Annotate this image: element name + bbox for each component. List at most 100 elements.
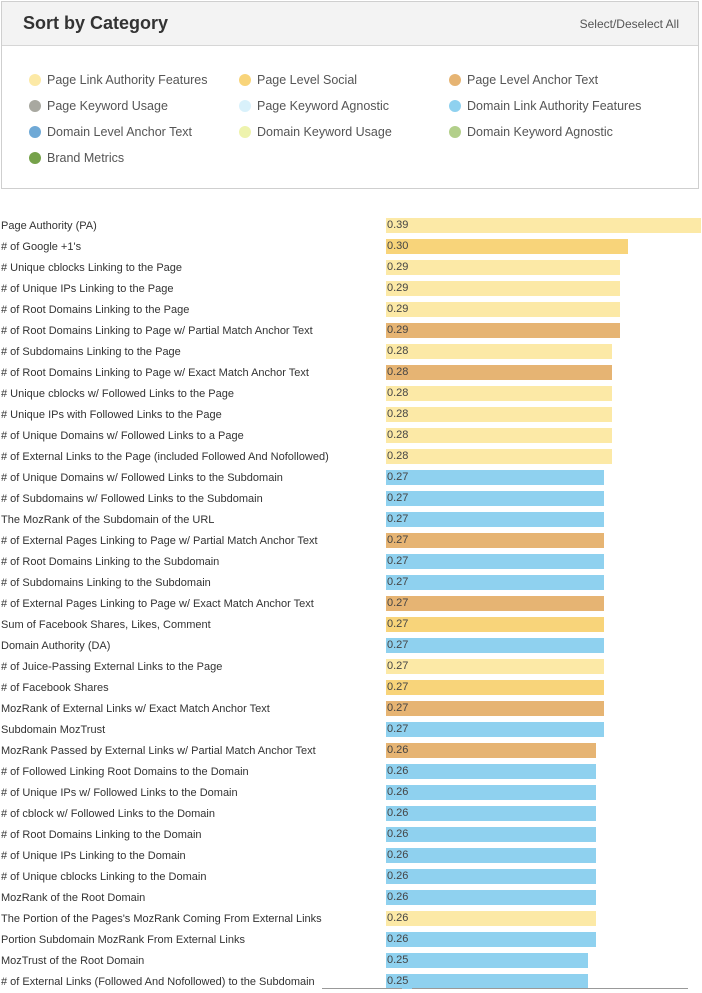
bar[interactable] bbox=[386, 953, 588, 968]
bar-value-label: 0.28 bbox=[387, 345, 409, 357]
bar[interactable] bbox=[386, 407, 612, 422]
row-label: # of Followed Linking Root Domains to th… bbox=[1, 766, 249, 778]
bar-value-label: 0.29 bbox=[387, 282, 409, 294]
bar[interactable] bbox=[386, 260, 620, 275]
dot-icon bbox=[449, 100, 461, 112]
bar-value-label: 0.26 bbox=[387, 891, 409, 903]
legend-item[interactable]: Page Keyword Agnostic bbox=[239, 97, 389, 115]
bar[interactable] bbox=[386, 701, 604, 716]
row-label: # of Root Domains Linking to Page w/ Par… bbox=[1, 325, 313, 337]
legend-label: Domain Keyword Usage bbox=[257, 125, 392, 139]
bar[interactable] bbox=[386, 890, 596, 905]
row-label: # of Subdomains w/ Followed Links to the… bbox=[1, 493, 263, 505]
bar[interactable] bbox=[386, 323, 620, 338]
bar-value-label: 0.27 bbox=[387, 639, 409, 651]
bar-value-label: 0.27 bbox=[387, 702, 409, 714]
panel-header: Sort by Category Select/Deselect All bbox=[2, 2, 698, 46]
bar[interactable] bbox=[386, 743, 596, 758]
bar[interactable] bbox=[386, 617, 604, 632]
bar-value-label: 0.25 bbox=[387, 954, 409, 966]
correlation-bar-chart: Page Authority (PA) 0.39 # of Google +1's 0… bbox=[0, 216, 702, 992]
row-label: # of External Links (Followed And Nofoll… bbox=[1, 976, 315, 988]
dot-icon bbox=[29, 100, 41, 112]
bar[interactable] bbox=[386, 911, 596, 926]
bar[interactable] bbox=[386, 302, 620, 317]
legend-item[interactable]: Page Link Authority Features bbox=[29, 71, 208, 89]
bar[interactable] bbox=[386, 638, 604, 653]
bar[interactable] bbox=[386, 932, 596, 947]
bar[interactable] bbox=[386, 428, 612, 443]
row-label: # of External Pages Linking to Page w/ E… bbox=[1, 598, 314, 610]
legend-label: Page Keyword Agnostic bbox=[257, 99, 390, 113]
bar-value-label: 0.28 bbox=[387, 429, 409, 441]
row-label: Sum of Facebook Shares, Likes, Comment bbox=[1, 619, 211, 631]
row-label: # of Root Domains Linking to the Domain bbox=[1, 829, 202, 841]
select-deselect-all-link[interactable]: Select/Deselect All bbox=[579, 17, 679, 31]
bar[interactable] bbox=[386, 470, 604, 485]
bar-value-label: 0.27 bbox=[387, 660, 409, 672]
bar[interactable] bbox=[386, 344, 612, 359]
row-label: Subdomain MozTrust bbox=[1, 724, 106, 736]
bar[interactable] bbox=[386, 365, 612, 380]
legend-item[interactable]: Domain Keyword Usage bbox=[239, 123, 392, 141]
legend-item[interactable]: Domain Link Authority Features bbox=[449, 97, 641, 115]
bar[interactable] bbox=[386, 722, 604, 737]
divider bbox=[412, 988, 688, 989]
bar-value-label: 0.27 bbox=[387, 471, 409, 483]
dot-icon bbox=[29, 126, 41, 138]
bar-value-label: 0.29 bbox=[387, 303, 409, 315]
legend-item[interactable]: Page Level Social bbox=[239, 71, 357, 89]
bar[interactable] bbox=[386, 554, 604, 569]
bar[interactable] bbox=[386, 449, 612, 464]
bar[interactable] bbox=[386, 827, 596, 842]
bar[interactable] bbox=[386, 764, 596, 779]
bar-value-label: 0.26 bbox=[387, 765, 409, 777]
legend-item[interactable]: Domain Level Anchor Text bbox=[29, 123, 192, 141]
bar[interactable] bbox=[386, 386, 612, 401]
row-label: # of External Links to the Page (include… bbox=[1, 451, 329, 463]
bar[interactable] bbox=[386, 785, 596, 800]
bar[interactable] bbox=[386, 281, 620, 296]
legend-label: Page Keyword Usage bbox=[47, 99, 168, 113]
legend-item[interactable]: Page Level Anchor Text bbox=[449, 71, 598, 89]
bar-value-label: 0.27 bbox=[387, 555, 409, 567]
bar[interactable] bbox=[386, 659, 604, 674]
row-label: # of Unique IPs Linking to the Domain bbox=[1, 850, 186, 862]
bar-value-label: 0.26 bbox=[387, 786, 409, 798]
bar[interactable] bbox=[386, 533, 604, 548]
legend-item[interactable]: Page Keyword Usage bbox=[29, 97, 168, 115]
bar[interactable] bbox=[386, 869, 596, 884]
bar[interactable] bbox=[386, 491, 604, 506]
bar[interactable] bbox=[386, 974, 588, 989]
legend-item[interactable]: Brand Metrics bbox=[29, 149, 124, 167]
bar-value-label: 0.27 bbox=[387, 534, 409, 546]
dot-icon bbox=[29, 152, 41, 164]
row-label: # Unique cblocks w/ Followed Links to th… bbox=[1, 388, 234, 400]
bar-value-label: 0.27 bbox=[387, 723, 409, 735]
bar[interactable] bbox=[386, 218, 701, 233]
bar-value-label: 0.26 bbox=[387, 828, 409, 840]
bar-value-label: 0.28 bbox=[387, 450, 409, 462]
sort-by-category-panel: Sort by Category Select/Deselect All Pag… bbox=[1, 1, 699, 189]
dot-icon bbox=[239, 126, 251, 138]
legend-item[interactable]: Domain Keyword Agnostic bbox=[449, 123, 613, 141]
bar-value-label: 0.30 bbox=[387, 240, 409, 252]
dot-icon bbox=[239, 74, 251, 86]
bar-value-label: 0.29 bbox=[387, 324, 409, 336]
bar[interactable] bbox=[386, 806, 596, 821]
bar-value-label: 0.28 bbox=[387, 387, 409, 399]
bar[interactable] bbox=[386, 239, 628, 254]
bar[interactable] bbox=[386, 680, 604, 695]
row-label: # of External Pages Linking to Page w/ P… bbox=[1, 535, 318, 547]
bar[interactable] bbox=[386, 512, 604, 527]
bar-value-label: 0.25 bbox=[387, 975, 409, 987]
legend-label: Brand Metrics bbox=[47, 151, 125, 165]
bar[interactable] bbox=[386, 596, 604, 611]
bar[interactable] bbox=[386, 848, 596, 863]
row-label: MozTrust of the Root Domain bbox=[1, 955, 145, 967]
bar[interactable] bbox=[386, 575, 604, 590]
row-label: # of Root Domains Linking to Page w/ Exa… bbox=[1, 367, 309, 379]
row-label: Page Authority (PA) bbox=[1, 220, 97, 232]
legend-label: Page Level Anchor Text bbox=[467, 73, 599, 87]
row-label: # of Unique cblocks Linking to the Domai… bbox=[1, 871, 207, 883]
